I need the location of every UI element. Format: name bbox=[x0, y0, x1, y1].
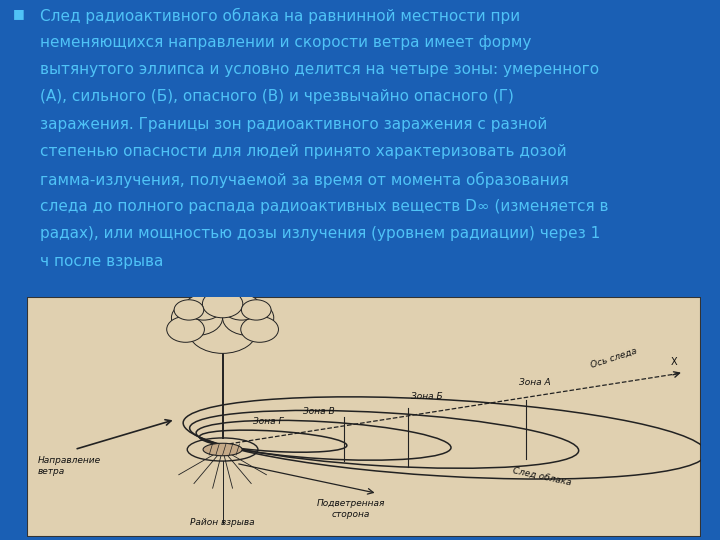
Text: Район взрыва: Район взрыва bbox=[190, 518, 255, 527]
Text: радах), или мощностью дозы излучения (уровнем радиации) через 1: радах), или мощностью дозы излучения (ур… bbox=[40, 226, 600, 241]
Text: Зона А: Зона А bbox=[519, 378, 550, 387]
Ellipse shape bbox=[203, 443, 242, 456]
Circle shape bbox=[171, 300, 222, 335]
Circle shape bbox=[222, 294, 261, 320]
Text: Подветренная
сторона: Подветренная сторона bbox=[316, 500, 384, 519]
Text: (А), сильного (Б), опасного (В) и чрезвычайно опасного (Г): (А), сильного (Б), опасного (В) и чрезвы… bbox=[40, 90, 513, 104]
Text: Направление
ветра: Направление ветра bbox=[37, 456, 101, 476]
Text: заражения. Границы зон радиоактивного заражения с разной: заражения. Границы зон радиоактивного за… bbox=[40, 117, 547, 132]
Text: ч после взрыва: ч после взрыва bbox=[40, 254, 163, 269]
Text: Зона В: Зона В bbox=[303, 407, 335, 416]
Circle shape bbox=[202, 290, 243, 318]
Circle shape bbox=[240, 316, 279, 342]
Text: Ось следа: Ось следа bbox=[590, 347, 638, 370]
Text: следа до полного распада радиоактивных веществ D∞ (изменяется в: следа до полного распада радиоактивных в… bbox=[40, 199, 608, 214]
Text: Зона Г: Зона Г bbox=[253, 417, 284, 426]
Text: неменяющихся направлении и скорости ветра имеет форму: неменяющихся направлении и скорости ветр… bbox=[40, 35, 531, 50]
Text: степенью опасности для людей принято характеризовать дозой: степенью опасности для людей принято хар… bbox=[40, 144, 566, 159]
Circle shape bbox=[167, 316, 204, 342]
Text: След радиоактивного облака на равнинной местности при: След радиоактивного облака на равнинной … bbox=[40, 8, 520, 24]
Text: гамма-излучения, получаемой за время от момента образования: гамма-излучения, получаемой за время от … bbox=[40, 172, 568, 188]
Circle shape bbox=[241, 300, 271, 320]
Circle shape bbox=[188, 305, 258, 353]
Circle shape bbox=[174, 300, 204, 320]
Text: X: X bbox=[670, 357, 677, 367]
Circle shape bbox=[185, 294, 222, 320]
Circle shape bbox=[222, 300, 274, 335]
Text: вытянутого эллипса и условно делится на четыре зоны: умеренного: вытянутого эллипса и условно делится на … bbox=[40, 62, 599, 77]
Text: Зона Б: Зона Б bbox=[411, 392, 443, 401]
Text: След облака: След облака bbox=[512, 465, 572, 487]
Text: ■: ■ bbox=[13, 8, 24, 21]
